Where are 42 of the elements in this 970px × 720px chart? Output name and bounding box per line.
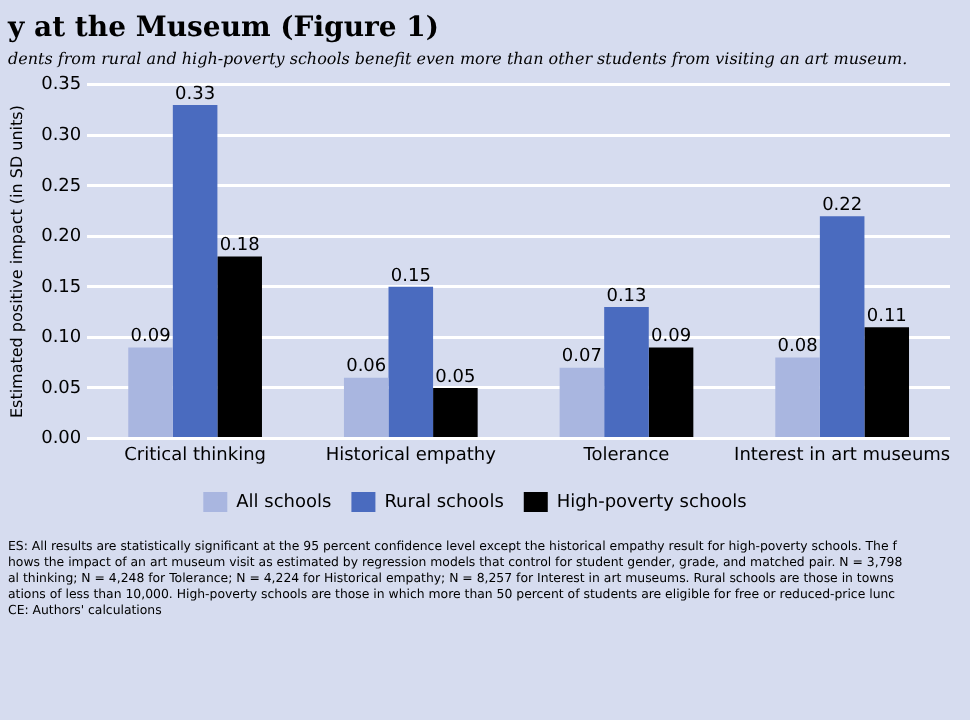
data-label: 0.08	[777, 337, 819, 358]
y-axis-title: Estimated positive impact (in SD units)	[7, 105, 26, 419]
text: 0.20	[41, 227, 82, 248]
bar	[217, 256, 262, 437]
legend-label: All schools	[236, 492, 333, 513]
bar	[775, 357, 820, 437]
legend-label: Rural schools	[384, 492, 505, 513]
data-label: 0.22	[822, 195, 863, 216]
chart-subtitle: dents from rural and high-poverty schools benefit even more than other students from visiting an art museum.	[6, 48, 910, 68]
x-tick-label: Historical empathy	[325, 445, 498, 466]
data-label: 0.09	[130, 327, 172, 348]
bar	[864, 327, 910, 437]
text: 0.05	[41, 378, 82, 399]
bar	[819, 216, 865, 437]
data-label: 0.33	[175, 84, 216, 105]
bar	[604, 307, 649, 437]
data-label: 0.05	[435, 367, 476, 388]
bar	[172, 105, 218, 437]
text: 0.15	[41, 277, 82, 298]
bar	[128, 347, 173, 437]
data-label: 0.06	[346, 357, 387, 378]
x-tick-label: Interest in art museums	[734, 445, 951, 466]
data-label: 0.07	[561, 347, 602, 368]
legend-label: High-poverty schools	[556, 492, 748, 513]
data-label: 0.18	[219, 236, 261, 257]
bar	[343, 377, 389, 437]
text: 0.25	[41, 176, 82, 197]
x-tick-label: Tolerance	[581, 445, 671, 466]
bar	[559, 367, 605, 437]
chart-title: y at the Museum (Figure 1)	[5, 10, 442, 44]
text: 0.30	[41, 126, 82, 146]
bar	[433, 387, 478, 437]
data-label: 0.09	[651, 327, 692, 348]
text: 0.00	[41, 429, 82, 450]
data-label: 0.13	[606, 286, 647, 307]
bar	[388, 286, 434, 437]
text: 0.10	[41, 328, 82, 349]
x-tick-label: Critical thinking	[124, 445, 267, 466]
data-label: 0.15	[390, 266, 431, 287]
text: 0.35	[41, 75, 82, 96]
data-label: 0.11	[866, 306, 907, 327]
bar	[648, 347, 694, 437]
